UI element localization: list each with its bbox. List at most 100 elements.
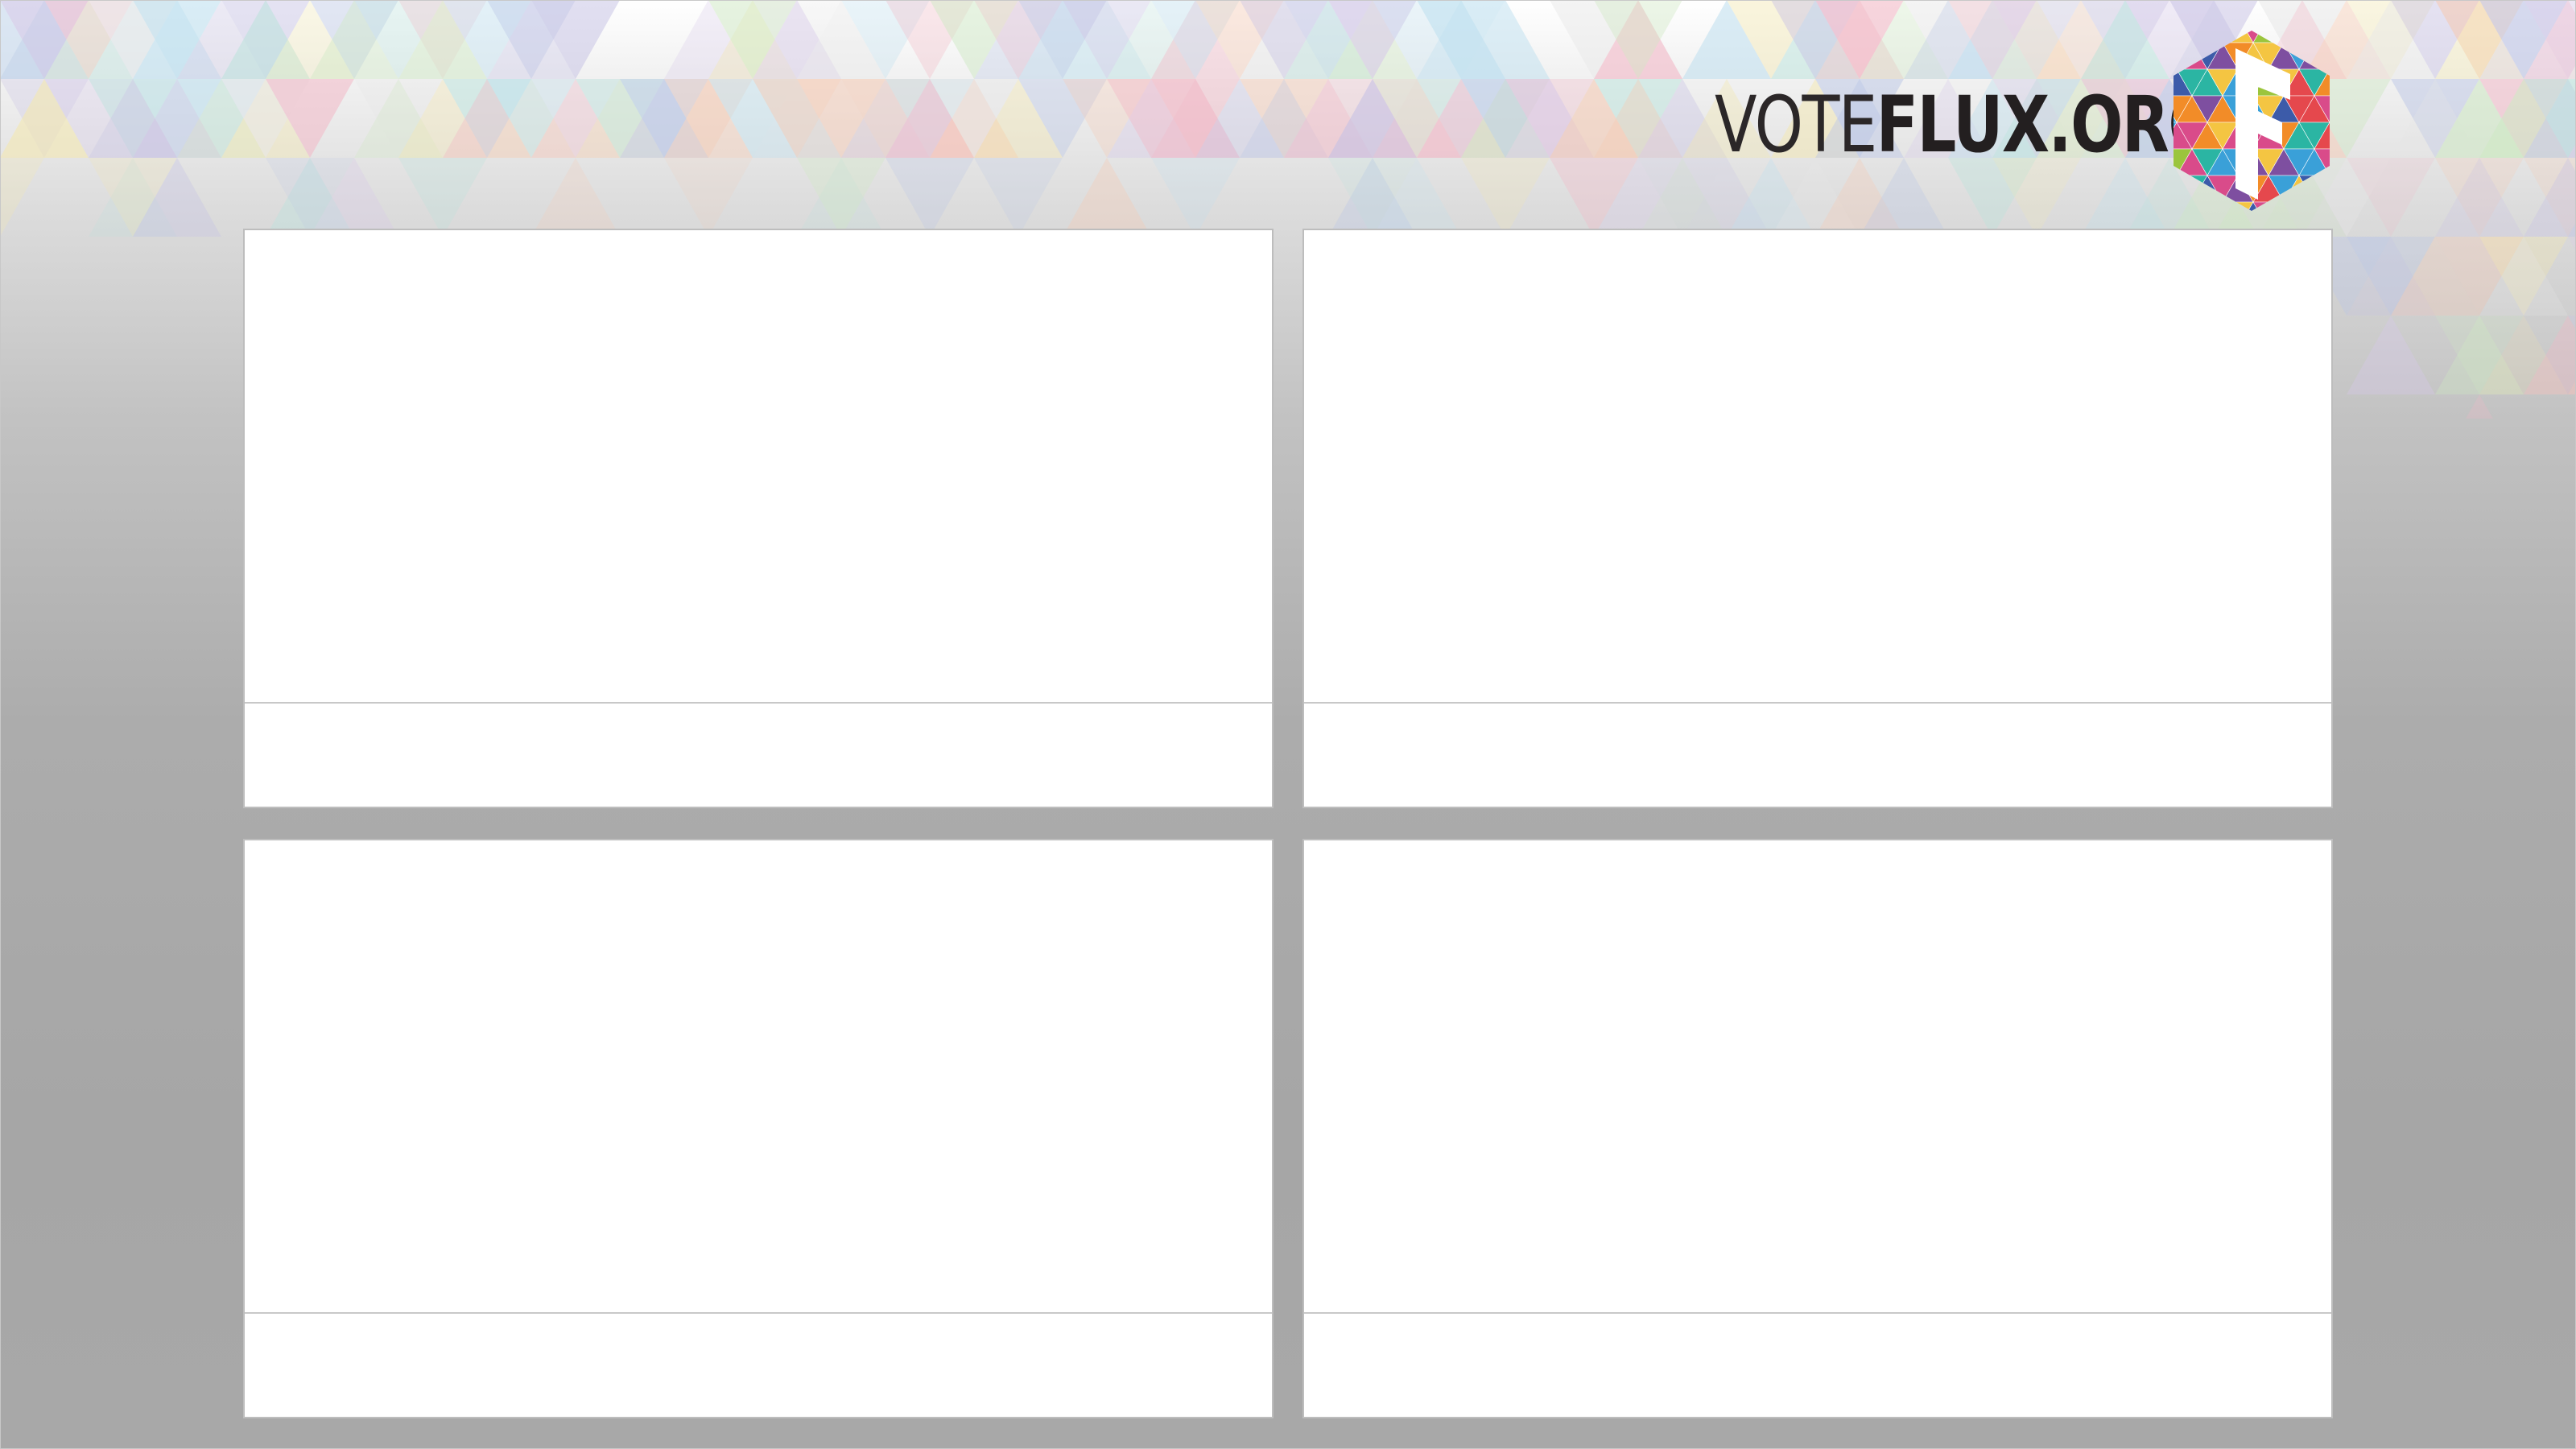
decorative-triangle — [310, 158, 398, 237]
decorative-triangle — [1815, 0, 1904, 79]
decorative-triangle — [2258, 158, 2347, 237]
decorative-triangle — [2568, 380, 2576, 394]
decorative-triangle — [708, 0, 797, 79]
logo-triangle — [2174, 201, 2193, 211]
logo-triangle — [2314, 42, 2330, 70]
logo-triangle — [2176, 42, 2208, 70]
video-panel-bottom-left[interactable] — [243, 839, 1274, 1418]
decorative-triangle — [44, 79, 133, 158]
video-panel-bottom-right[interactable] — [1302, 839, 2333, 1418]
decorative-triangle — [2347, 0, 2435, 79]
logo-triangle — [2174, 175, 2178, 203]
video-panel-top-right[interactable] — [1302, 229, 2333, 808]
decorative-triangle — [1461, 79, 1550, 158]
decorative-triangle — [2347, 158, 2435, 237]
logo-triangle — [2268, 31, 2300, 43]
decorative-triangle — [753, 0, 841, 79]
decorative-triangle — [1815, 158, 1904, 237]
decorative-triangle — [576, 79, 664, 158]
logo-triangle — [2252, 201, 2285, 211]
panel-caption-bar — [245, 1312, 1272, 1417]
decorative-triangle — [753, 0, 841, 79]
decorative-triangle — [2037, 79, 2125, 158]
decorative-triangle — [841, 0, 930, 79]
decorative-triangle — [0, 0, 89, 79]
decorative-triangle — [1417, 79, 1505, 158]
logo-triangle — [2174, 42, 2178, 70]
decorative-triangle — [797, 158, 886, 237]
logo-triangle — [2174, 175, 2193, 203]
logo-triangle — [2329, 175, 2330, 203]
logo-triangle — [2314, 201, 2330, 211]
decorative-triangle — [753, 79, 841, 158]
logo-triangle — [2207, 201, 2239, 211]
decorative-triangle — [2125, 158, 2214, 237]
logo-triangle — [2174, 31, 2178, 43]
brand-name-bold: FLUX.ORG — [1876, 80, 2219, 170]
decorative-triangle — [2466, 394, 2493, 419]
brand-logo[interactable]: VOTEFLUX.ORG — [1715, 16, 2343, 225]
decorative-triangle — [2391, 237, 2479, 316]
decorative-triangle — [664, 79, 753, 158]
logo-triangle — [2191, 201, 2223, 211]
decorative-triangle — [2435, 316, 2524, 394]
decorative-triangle — [310, 0, 398, 79]
decorative-triangle — [2524, 79, 2576, 158]
decorative-triangle — [1461, 0, 1550, 79]
decorative-triangle — [664, 158, 753, 237]
decorative-triangle — [0, 158, 44, 237]
decorative-triangle — [2524, 316, 2576, 394]
logo-triangle — [2222, 31, 2254, 43]
logo-triangle — [2314, 68, 2330, 97]
decorative-triangle — [2258, 0, 2347, 79]
decorative-triangle — [1771, 0, 1860, 79]
decorative-triangle — [531, 158, 620, 237]
logo-triangle — [2176, 201, 2208, 211]
decorative-triangle — [1948, 158, 2037, 237]
logo-triangle — [2176, 175, 2208, 203]
brand-name-light: VOTE — [1715, 80, 1877, 170]
decorative-triangle — [1992, 79, 2081, 158]
decorative-triangle — [1727, 0, 1815, 79]
logo-triangle — [2298, 42, 2330, 70]
decorative-triangle — [1328, 158, 1417, 237]
decorative-triangle — [44, 0, 133, 79]
decorative-triangle — [2479, 237, 2568, 316]
decorative-triangle — [886, 0, 974, 79]
decorative-triangle — [1638, 158, 1727, 237]
logo-triangle — [2283, 31, 2315, 43]
decorative-triangle — [2524, 0, 2576, 79]
decorative-triangle — [974, 0, 1063, 79]
decorative-triangle — [133, 0, 221, 79]
decorative-triangle — [1373, 158, 1461, 237]
logo-triangle — [2329, 201, 2330, 211]
logo-triangle — [2329, 68, 2330, 97]
decorative-triangle — [2568, 237, 2576, 251]
decorative-triangle — [1018, 0, 1107, 79]
decorative-triangle — [2524, 0, 2576, 79]
decorative-triangle — [1815, 79, 1904, 158]
decorative-triangle — [1328, 158, 1417, 237]
logo-triangle — [2283, 201, 2315, 211]
logo-triangle — [2314, 122, 2330, 150]
decorative-triangle — [1240, 0, 1328, 79]
logo-letter-f — [2235, 48, 2290, 200]
decorative-triangle — [1550, 79, 1638, 158]
panel-caption-bar — [245, 702, 1272, 807]
decorative-triangle — [1328, 79, 1417, 158]
decorative-triangle — [1594, 0, 1682, 79]
decorative-triangle — [1948, 0, 2037, 79]
decorative-triangle — [2169, 158, 2258, 237]
video-panel-top-left[interactable] — [243, 229, 1274, 808]
decorative-triangle — [487, 0, 576, 79]
decorative-triangle — [89, 158, 177, 237]
decorative-triangle — [89, 158, 177, 237]
decorative-triangle — [2479, 316, 2568, 394]
decorative-triangle — [89, 79, 177, 158]
logo-triangle — [2298, 31, 2330, 43]
decorative-triangle — [1151, 0, 1240, 79]
decorative-triangle — [1992, 0, 2081, 79]
logo-triangle — [2314, 31, 2330, 43]
decorative-triangle — [1018, 0, 1107, 79]
decorative-triangle — [531, 79, 620, 158]
